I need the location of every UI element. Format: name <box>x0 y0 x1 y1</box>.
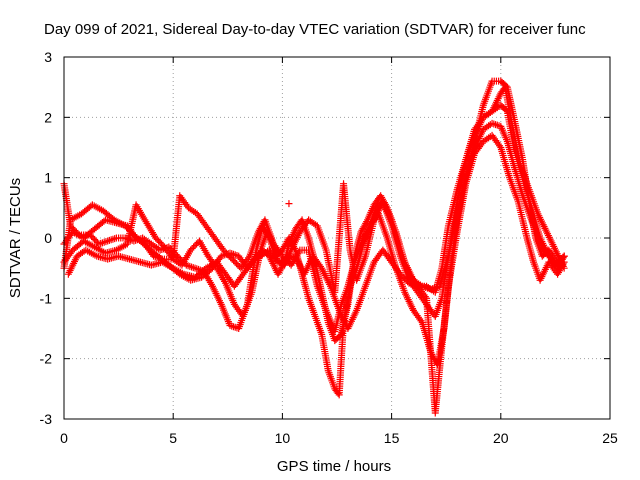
axis-ticks: 0 5 10 15 20 25 -3 -2 -1 0 1 2 3 <box>40 49 618 446</box>
series-track-d <box>60 83 568 296</box>
data-point <box>316 262 324 270</box>
x-tick-label: 25 <box>602 430 618 446</box>
x-tick-label: 15 <box>384 430 400 446</box>
y-tick-label: 3 <box>44 49 52 65</box>
x-axis-label: GPS time / hours <box>277 458 391 475</box>
x-tick-label: 0 <box>60 430 68 446</box>
x-tick-label: 5 <box>169 430 177 446</box>
y-axis-label: SDTVAR / TECUs <box>7 178 24 298</box>
y-tick-label: -3 <box>40 411 53 427</box>
y-tick-label: 1 <box>44 170 52 186</box>
data-point <box>417 317 425 325</box>
data-point <box>421 293 429 301</box>
y-tick-label: 2 <box>44 109 52 125</box>
data-point <box>285 200 293 208</box>
data-point <box>244 254 252 262</box>
series-track-e <box>64 131 568 417</box>
data-point <box>560 252 568 260</box>
data-point <box>559 260 567 268</box>
plot-frame <box>63 56 611 420</box>
data-point <box>560 258 568 266</box>
y-tick-label: -2 <box>40 351 53 367</box>
y-tick-label: 0 <box>44 230 52 246</box>
series-outlier <box>285 200 293 208</box>
x-tick-label: 10 <box>275 430 291 446</box>
y-tick-label: -1 <box>40 290 53 306</box>
data-points <box>60 77 568 417</box>
x-tick-label: 20 <box>493 430 509 446</box>
data-point <box>496 142 504 150</box>
chart-title: Day 099 of 2021, Sidereal Day-to-day VTE… <box>44 21 586 38</box>
